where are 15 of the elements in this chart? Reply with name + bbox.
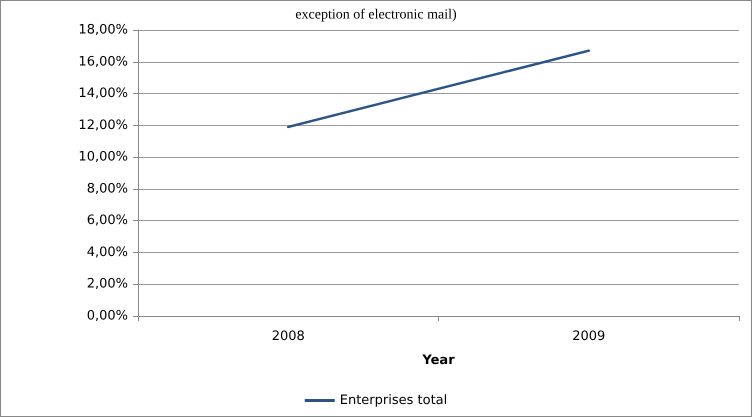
y-tick-label: 4,00% [86,244,128,260]
y-tick-label: 14,00% [78,86,128,102]
y-tick-label: 8,00% [86,181,128,196]
y-tick-label: 2,00% [86,276,128,292]
x-tick-label: 2008 [272,329,305,344]
chart-title: exception of electronic mail) [295,8,457,22]
y-tick-label: 0,00% [86,308,128,324]
legend-label: Enterprises total [340,393,448,408]
y-tick-label: 12,00% [78,118,128,133]
x-axis-title: Year [421,353,456,368]
y-tick-label: 18,00% [78,22,128,38]
y-tick-label: 16,00% [78,54,128,70]
y-tick-label: 6,00% [86,213,128,228]
x-tick-label: 2009 [572,329,606,344]
y-tick-label: 10,00% [78,150,128,165]
